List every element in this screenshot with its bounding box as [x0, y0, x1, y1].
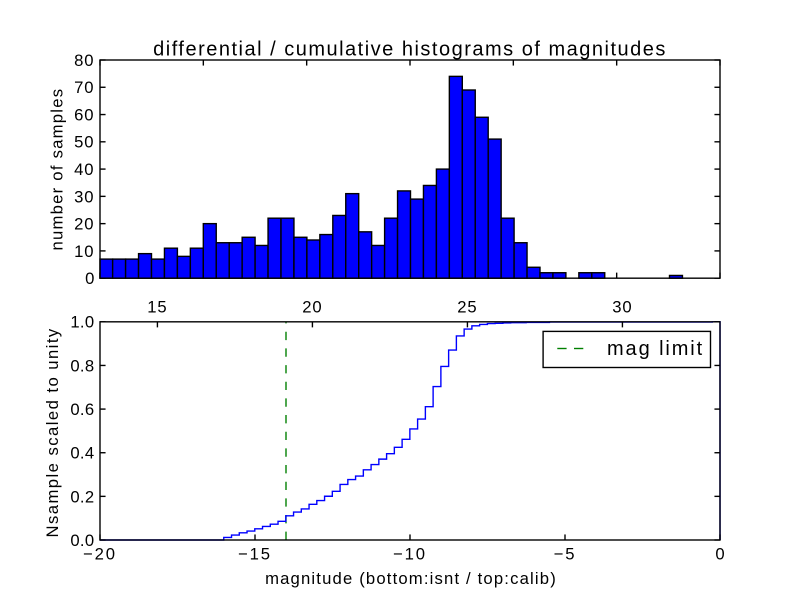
- svg-text:−20: −20: [83, 545, 117, 564]
- svg-text:0: 0: [715, 545, 724, 564]
- svg-text:60: 60: [74, 105, 94, 124]
- svg-text:0: 0: [85, 269, 94, 288]
- svg-text:Nsample scaled to unity: Nsample scaled to unity: [43, 327, 62, 537]
- svg-text:−15: −15: [238, 545, 272, 564]
- svg-text:20: 20: [74, 215, 94, 234]
- svg-text:0.2: 0.2: [70, 487, 94, 506]
- svg-text:80: 80: [74, 51, 94, 70]
- svg-text:50: 50: [74, 133, 94, 152]
- svg-text:0.0: 0.0: [70, 531, 94, 550]
- svg-text:0.6: 0.6: [70, 400, 94, 419]
- svg-text:0.4: 0.4: [70, 444, 94, 463]
- svg-text:20: 20: [302, 297, 322, 316]
- svg-text:number of samples: number of samples: [48, 88, 67, 251]
- svg-text:40: 40: [74, 160, 94, 179]
- svg-text:−10: −10: [393, 545, 427, 564]
- svg-text:30: 30: [74, 187, 94, 206]
- svg-text:−5: −5: [554, 545, 577, 564]
- svg-text:70: 70: [74, 78, 94, 97]
- svg-text:mag limit: mag limit: [607, 338, 704, 360]
- svg-text:10: 10: [74, 242, 94, 261]
- svg-text:0.8: 0.8: [70, 356, 94, 375]
- svg-text:25: 25: [457, 297, 477, 316]
- svg-text:1.0: 1.0: [70, 313, 94, 332]
- svg-text:30: 30: [612, 297, 632, 316]
- svg-text:magnitude (bottom:isnt / top:c: magnitude (bottom:isnt / top:calib): [265, 569, 557, 588]
- svg-text:differential / cumulative hist: differential / cumulative histograms of …: [153, 39, 667, 61]
- svg-text:15: 15: [147, 297, 167, 316]
